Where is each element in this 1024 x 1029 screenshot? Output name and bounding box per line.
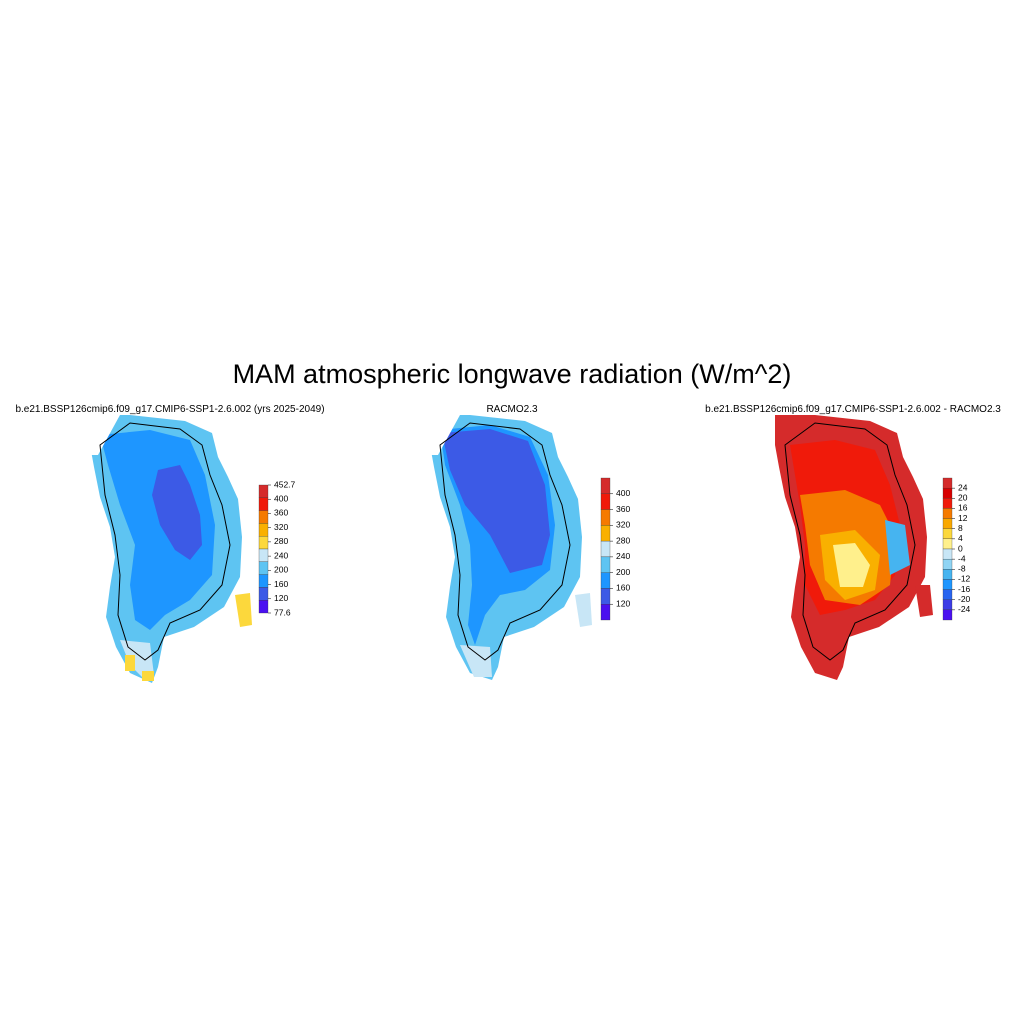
colorbar-box (942, 569, 953, 580)
colorbar-box (942, 498, 953, 509)
colorbar-label: 24 (958, 482, 968, 492)
colorbar-box (258, 587, 269, 601)
colorbar-box (942, 508, 953, 519)
colorbar-box (600, 509, 611, 526)
colorbar-label: 320 (274, 522, 288, 532)
colorbar-box (942, 538, 953, 550)
colorbar-label: 280 (616, 535, 630, 545)
colorbar-label: 280 (274, 536, 288, 546)
colorbar-label: 360 (616, 504, 630, 514)
colorbar-box (258, 536, 269, 550)
colorbar-label: 320 (616, 520, 630, 530)
colorbar-box (942, 599, 953, 611)
colorbar-label: 160 (274, 579, 288, 589)
colorbar-box (942, 518, 953, 529)
colorbar-label: 12 (958, 513, 968, 523)
colorbar-label: 240 (274, 550, 288, 560)
colorbar-label: 452.7 (274, 479, 296, 489)
colorbar-box (600, 477, 611, 494)
panel-title: b.e21.BSSP126cmip6.f09_g17.CMIP6-SSP1-2.… (705, 404, 1001, 415)
colorbar-label: -12 (958, 574, 971, 584)
colorbar-label: 240 (616, 551, 630, 561)
panel-title: RACMO2.3 (486, 404, 538, 415)
colorbar-label: 160 (616, 583, 630, 593)
colorbar-box (258, 510, 269, 524)
colorbar-box (942, 558, 953, 570)
colorbar-box (258, 561, 269, 575)
colorbar-box (258, 548, 269, 562)
figure-title: MAM atmospheric longwave radiation (W/m^… (233, 359, 792, 389)
colorbar-box (942, 487, 953, 499)
colorbar-box (600, 572, 611, 589)
colorbar-box (600, 493, 611, 510)
colorbar-label: 20 (958, 493, 968, 503)
colorbar-box (942, 609, 953, 621)
colorbar-box (942, 548, 953, 560)
map-panel-3 (775, 415, 933, 680)
colorbar-box (942, 528, 953, 540)
colorbar-box (942, 579, 953, 590)
colorbar-label: 8 (958, 523, 963, 533)
colorbar-box (600, 604, 611, 621)
colorbar-label: 200 (616, 567, 630, 577)
colorbar-label: -24 (958, 604, 971, 614)
colorbar-box (258, 523, 269, 537)
colorbar-box (942, 589, 953, 600)
colorbar-label: 120 (616, 598, 630, 608)
colorbar-box (258, 600, 269, 614)
panel-title: b.e21.BSSP126cmip6.f09_g17.CMIP6-SSP1-2.… (15, 404, 324, 415)
colorbar-label: 200 (274, 565, 288, 575)
colorbar-label: 400 (616, 488, 630, 498)
colorbar-label: -8 (958, 564, 966, 574)
colorbar-box (258, 497, 269, 511)
colorbar-box (600, 525, 611, 542)
colorbar-label: 16 (958, 503, 968, 513)
colorbar-label: 400 (274, 493, 288, 503)
colorbar-label: 77.6 (274, 607, 291, 617)
colorbar-box (942, 477, 953, 489)
colorbar-label: 4 (958, 533, 963, 543)
map-panel-1 (90, 415, 252, 683)
colorbar-label: 0 (958, 543, 963, 553)
colorbar-box (600, 540, 611, 558)
colorbar-label: -4 (958, 553, 966, 563)
colorbar-label: 120 (274, 593, 288, 603)
colorbar-label: -16 (958, 584, 971, 594)
colorbar-box (258, 484, 269, 498)
colorbar-box (600, 588, 611, 605)
colorbar-label: -20 (958, 594, 971, 604)
colorbar-box (600, 556, 611, 573)
map-panel-2 (430, 415, 592, 680)
colorbar-box (258, 574, 269, 588)
colorbar-label: 360 (274, 508, 288, 518)
